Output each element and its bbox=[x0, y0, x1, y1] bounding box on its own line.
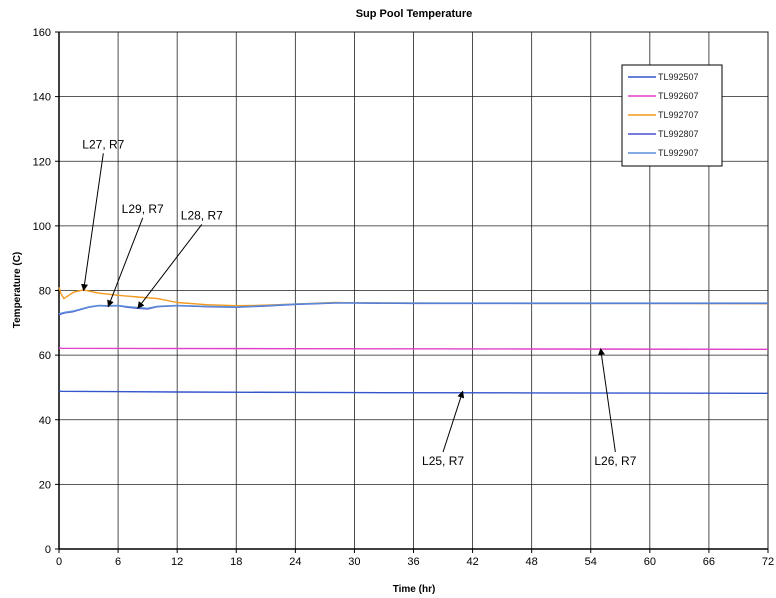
y-tick-label: 140 bbox=[33, 92, 51, 104]
y-tick-label: 100 bbox=[33, 221, 51, 233]
y-tick-label: 160 bbox=[33, 27, 51, 39]
x-tick-label: 42 bbox=[466, 556, 478, 568]
y-tick-label: 20 bbox=[39, 479, 51, 491]
x-tick-label: 30 bbox=[348, 556, 360, 568]
x-tick-label: 60 bbox=[644, 556, 656, 568]
x-tick-label: 66 bbox=[703, 556, 715, 568]
annotation-label: L25, R7 bbox=[422, 454, 464, 468]
annotation-label: L29, R7 bbox=[122, 202, 164, 216]
x-tick-label: 0 bbox=[56, 556, 62, 568]
annotation-label: L27, R7 bbox=[82, 137, 124, 151]
legend-entry[interactable]: TL992707 bbox=[658, 110, 699, 120]
x-tick-label: 12 bbox=[171, 556, 183, 568]
chart-title: Sup Pool Temperature bbox=[356, 8, 473, 20]
legend-entry[interactable]: TL992907 bbox=[658, 148, 699, 158]
y-tick-label: 0 bbox=[45, 544, 51, 556]
x-tick-label: 36 bbox=[407, 556, 419, 568]
y-tick-label: 120 bbox=[33, 156, 51, 168]
legend-entry[interactable]: TL992607 bbox=[658, 91, 699, 101]
x-tick-label: 54 bbox=[585, 556, 597, 568]
y-tick-label: 40 bbox=[39, 415, 51, 427]
x-tick-label: 6 bbox=[115, 556, 121, 568]
x-tick-label: 72 bbox=[762, 556, 774, 568]
x-tick-label: 18 bbox=[230, 556, 242, 568]
annotation-label: L28, R7 bbox=[181, 208, 223, 222]
annotation-label: L26, R7 bbox=[594, 454, 636, 468]
x-axis-label: Time (hr) bbox=[393, 584, 436, 595]
legend-entry[interactable]: TL992807 bbox=[658, 129, 699, 139]
y-tick-label: 60 bbox=[39, 350, 51, 362]
y-tick-label: 80 bbox=[39, 286, 51, 298]
x-tick-label: 24 bbox=[289, 556, 301, 568]
legend[interactable]: TL992507 TL992607 TL992707 TL992807 TL992907 bbox=[622, 65, 722, 166]
legend-entry[interactable]: TL992507 bbox=[658, 72, 699, 82]
x-tick-label: 48 bbox=[526, 556, 538, 568]
y-axis-label: Temperature (C) bbox=[12, 252, 23, 329]
